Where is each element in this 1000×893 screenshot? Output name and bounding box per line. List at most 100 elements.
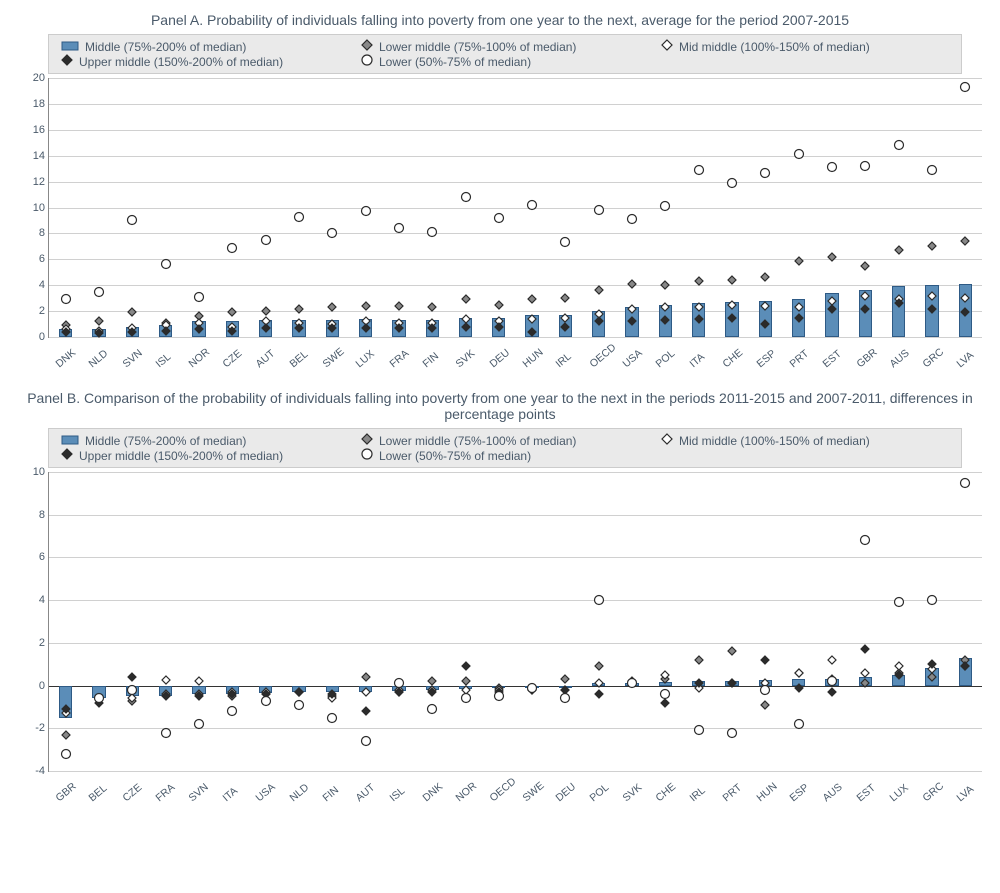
legend-swatch-diamond_grey xyxy=(361,433,373,448)
marker-lower_middle xyxy=(427,302,437,312)
marker-lower xyxy=(160,259,171,270)
marker-lower xyxy=(227,706,238,717)
marker-lower xyxy=(193,719,204,730)
marker-mid_middle xyxy=(960,293,970,303)
marker-lower xyxy=(293,211,304,222)
legend-swatch-bar xyxy=(61,40,79,54)
marker-lower xyxy=(960,477,971,488)
legend-label: Lower middle (75%-100% of median) xyxy=(379,40,576,54)
marker-lower_middle xyxy=(261,306,271,316)
category-slot xyxy=(516,472,549,771)
category-slot xyxy=(815,472,848,771)
marker-mid_middle xyxy=(694,302,704,312)
marker-lower xyxy=(627,214,638,225)
x-label: LVA xyxy=(954,340,999,384)
legend-label: Middle (75%-200% of median) xyxy=(85,40,246,54)
panel-a-title: Panel A. Probability of individuals fall… xyxy=(8,12,992,28)
marker-lower xyxy=(927,595,938,606)
marker-upper_middle xyxy=(960,661,970,671)
panel-a-legend: Middle (75%-200% of median) Lower middle… xyxy=(48,34,962,74)
category-slot xyxy=(649,472,682,771)
y-tick: 10 xyxy=(19,202,45,214)
y-tick: 10 xyxy=(19,466,45,478)
marker-lower xyxy=(960,82,971,93)
y-tick: 20 xyxy=(19,72,45,84)
marker-lower xyxy=(493,212,504,223)
marker-lower xyxy=(927,164,938,175)
marker-lower xyxy=(793,719,804,730)
marker-upper_middle xyxy=(560,322,570,332)
category-slot xyxy=(715,78,748,337)
category-slot xyxy=(949,472,982,771)
marker-lower xyxy=(660,689,671,700)
panel-b-xlabels: GBRBELCZEFRASVNITAUSANLDFINAUTISLDNKNORO… xyxy=(48,772,982,810)
marker-upper_middle xyxy=(194,324,204,334)
marker-lower xyxy=(860,535,871,546)
category-slot xyxy=(782,472,815,771)
category-slot xyxy=(49,78,82,337)
category-slot xyxy=(915,78,948,337)
category-slot xyxy=(182,472,215,771)
marker-lower xyxy=(527,682,538,693)
legend-swatch-diamond_black xyxy=(61,54,73,69)
marker-mid_middle xyxy=(760,301,770,311)
marker-lower_middle xyxy=(61,730,71,740)
legend-item: Mid middle (100%-150% of median) xyxy=(661,433,901,448)
marker-mid_middle xyxy=(927,291,937,301)
marker-lower xyxy=(660,201,671,212)
y-tick: 8 xyxy=(19,509,45,521)
panel-b-legend: Middle (75%-200% of median) Lower middle… xyxy=(48,428,962,468)
legend-swatch-circle_hollow xyxy=(361,54,373,69)
marker-lower xyxy=(593,205,604,216)
marker-lower_middle xyxy=(660,280,670,290)
category-slot xyxy=(549,78,582,337)
marker-upper_middle xyxy=(294,323,304,333)
legend-label: Lower middle (75%-100% of median) xyxy=(379,434,576,448)
marker-lower xyxy=(393,678,404,689)
marker-lower xyxy=(760,167,771,178)
category-slot xyxy=(282,78,315,337)
y-tick: 8 xyxy=(19,227,45,239)
marker-lower_middle xyxy=(560,293,570,303)
marker-lower_middle xyxy=(827,252,837,262)
marker-upper_middle xyxy=(760,655,770,665)
legend-swatch-diamond_hollow xyxy=(661,39,673,54)
category-slot xyxy=(82,78,115,337)
marker-lower_middle xyxy=(894,245,904,255)
legend-item: Middle (75%-200% of median) xyxy=(61,39,301,54)
marker-lower_middle xyxy=(494,300,504,310)
category-slot xyxy=(849,472,882,771)
marker-upper_middle xyxy=(161,691,171,701)
category-slot xyxy=(116,472,149,771)
marker-mid_middle xyxy=(660,670,670,680)
marker-lower xyxy=(360,736,371,747)
marker-lower_middle xyxy=(361,672,371,682)
marker-lower xyxy=(460,192,471,203)
marker-lower xyxy=(727,727,738,738)
marker-upper_middle xyxy=(127,672,137,682)
category-slot xyxy=(49,472,82,771)
marker-lower xyxy=(593,595,604,606)
legend-label: Mid middle (100%-150% of median) xyxy=(679,40,870,54)
marker-upper_middle xyxy=(894,670,904,680)
category-slot xyxy=(382,472,415,771)
y-tick: 4 xyxy=(19,279,45,291)
marker-upper_middle xyxy=(727,678,737,688)
category-slot xyxy=(449,78,482,337)
marker-mid_middle xyxy=(827,655,837,665)
category-slot xyxy=(349,472,382,771)
marker-lower xyxy=(627,678,638,689)
marker-lower xyxy=(227,242,238,253)
panel-a-chart: 02468101214161820 xyxy=(48,78,982,338)
y-tick: 16 xyxy=(19,124,45,136)
marker-lower xyxy=(60,294,71,305)
marker-upper_middle xyxy=(61,704,71,714)
legend-label: Middle (75%-200% of median) xyxy=(85,434,246,448)
marker-lower xyxy=(127,684,138,695)
marker-lower xyxy=(327,228,338,239)
marker-upper_middle xyxy=(427,323,437,333)
legend-swatch-diamond_grey xyxy=(361,39,373,54)
category-slot xyxy=(249,472,282,771)
marker-upper_middle xyxy=(461,661,471,671)
category-slot xyxy=(416,78,449,337)
